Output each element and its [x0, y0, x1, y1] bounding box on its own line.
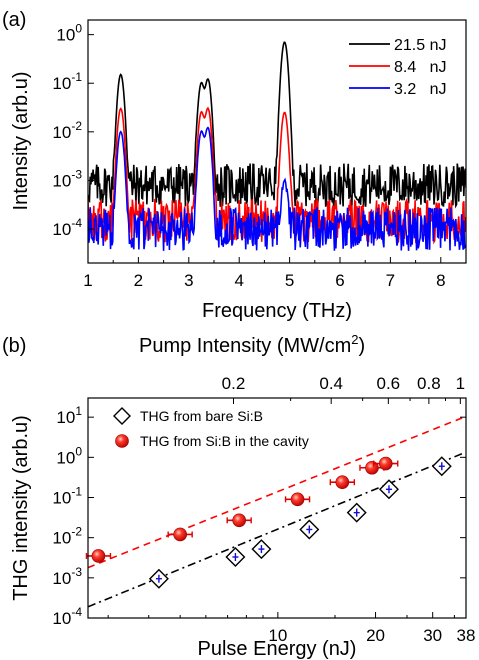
panel-a-ylabel: Intensity (arb.u): [10, 72, 32, 211]
legend-sphere: [115, 434, 129, 448]
x2-tick-label: 0.8: [417, 374, 441, 393]
y-tick-label: 10-1: [52, 484, 82, 507]
legend-label: 3.2 nJ: [394, 81, 446, 98]
panel-a-frame: [87, 19, 467, 264]
x2-tick-label: 0.6: [377, 374, 401, 393]
series-line-3: [88, 126, 466, 251]
legend-label: THG from bare Si:B: [140, 408, 263, 424]
x-tick-label: 3: [184, 271, 193, 290]
panel-b-fit-lines: [88, 415, 466, 608]
panel-a-ticks: 1 2 3 4 5 6 7 8 10-4 10-3 10-2 10-1 100: [52, 22, 445, 290]
y-tick-label: 10-2: [52, 525, 82, 548]
y-tick-label: 100: [56, 22, 82, 45]
x-tick-label: 4: [234, 271, 243, 290]
y-tick-label: 10-3: [52, 565, 82, 588]
panel-b-ylabel: THG intensity (arb.u): [10, 415, 32, 601]
cavity-point: [365, 460, 379, 475]
panel-a-series-lines: [88, 41, 466, 251]
x-tick-label: 1: [83, 271, 92, 290]
fit-line-1: [88, 415, 466, 569]
x-tick-label: 20: [366, 626, 385, 645]
cavity-point: [173, 527, 187, 542]
panel-b-label: (b): [2, 335, 26, 357]
panel-b-top-xlabel: Pump Intensity (MW/cm2): [139, 332, 365, 357]
panel-b-xlabel: Pulse Energy (nJ): [198, 638, 357, 660]
cavity-point: [91, 549, 106, 563]
legend-diamond: [113, 407, 131, 425]
panel-a-xlabel: Frequency (THz): [202, 300, 352, 322]
cavity-point: [378, 456, 393, 471]
x2-tick-label: 0.2: [222, 374, 246, 393]
x-tick-label: 5: [285, 271, 294, 290]
y-tick-label: 10-3: [52, 167, 82, 190]
panel-a-legend: 21.5 nJ 8.4 nJ 3.2 nJ: [349, 37, 446, 98]
y-tick-label: 10-1: [52, 70, 82, 93]
legend-label: 21.5 nJ: [394, 37, 446, 54]
panel-b-legend: THG from bare Si:B THG from Si:B in the c…: [113, 407, 309, 449]
x2-tick-label: 1: [456, 374, 465, 393]
series-line-1: [88, 41, 466, 209]
panel-b: (b) Pump Intensity (MW/cm2) 10 20 30 38 0.2 0…: [2, 332, 475, 660]
x-tick-label: 38: [457, 626, 476, 645]
cavity-point: [232, 513, 246, 528]
fit-line-2: [88, 451, 466, 608]
y-tick-label: 10-4: [52, 216, 82, 239]
cavity-point: [290, 492, 305, 507]
panel-a: (a) 1 2 3 4 5 6 7 8 10-4 10-3 10-2 10-1 100 21.5 nJ 8…: [2, 9, 467, 322]
y-tick-label: 10-2: [52, 119, 82, 142]
x-tick-label: 10: [268, 626, 287, 645]
panel-b-frame: [87, 397, 467, 619]
x-tick-label: 7: [386, 271, 395, 290]
x2-tick-label: 0.4: [319, 374, 343, 393]
legend-label: 8.4 nJ: [394, 59, 446, 76]
x-tick-label: 6: [335, 271, 344, 290]
panel-b-ticks: 10 20 30 38 0.2 0.4 0.6 0.8 1 10-4 10-3 10-2 10-1 100…: [52, 374, 475, 645]
y-tick-label: 10-4: [52, 605, 82, 628]
x-tick-label: 2: [134, 271, 143, 290]
y-tick-label: 100: [56, 444, 82, 467]
cavity-point: [335, 475, 350, 490]
y-tick-label: 101: [56, 404, 82, 427]
panel-b-points: [85, 456, 452, 589]
x-tick-label: 30: [423, 626, 442, 645]
x-tick-label: 8: [436, 271, 445, 290]
legend-label: THG from Si:B in the cavity: [140, 433, 309, 449]
panel-a-label: (a): [2, 9, 26, 31]
